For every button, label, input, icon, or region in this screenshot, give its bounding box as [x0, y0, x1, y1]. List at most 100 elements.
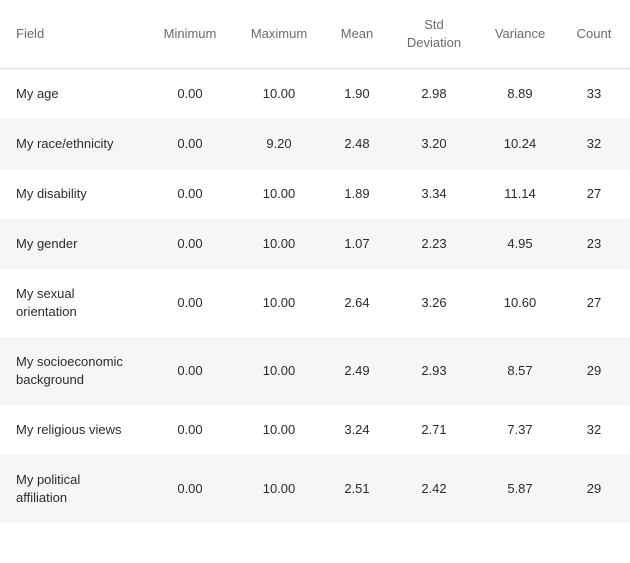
value-cell: 2.51 — [328, 455, 386, 523]
cell-value: 3.20 — [421, 136, 447, 151]
value-cell: 0.00 — [150, 119, 230, 169]
cell-value: 3.34 — [421, 186, 447, 201]
value-cell: 10.00 — [230, 269, 328, 337]
value-cell: 3.34 — [386, 169, 482, 219]
cell-value: 32 — [586, 136, 602, 151]
value-cell: 27 — [558, 269, 630, 337]
field-cell: My religious views — [0, 405, 150, 455]
cell-value: 2.93 — [421, 363, 447, 378]
value-cell: 4.95 — [482, 219, 558, 269]
cell-value: 27 — [586, 186, 602, 201]
value-cell: 7.37 — [482, 405, 558, 455]
cell-value: 3.24 — [344, 422, 370, 437]
cell-value: 33 — [586, 86, 602, 101]
cell-value: 0.00 — [177, 363, 203, 378]
value-cell: 11.14 — [482, 169, 558, 219]
field-name: My sexual orientation — [16, 286, 77, 319]
value-cell: 10.00 — [230, 455, 328, 523]
column-header-text: Count — [576, 26, 612, 41]
cell-value: 2.49 — [344, 363, 370, 378]
value-cell: 0.00 — [150, 405, 230, 455]
column-header-text: Field — [16, 26, 45, 41]
column-header-text: Mean — [340, 26, 374, 41]
value-cell: 23 — [558, 219, 630, 269]
cell-value: 9.20 — [266, 136, 292, 151]
table-row: My religious views 0.00 10.00 3.24 2.71 7.37 3… — [0, 405, 630, 455]
value-cell: 10.00 — [230, 337, 328, 405]
value-cell: 10.24 — [482, 119, 558, 169]
cell-value: 10.00 — [262, 236, 296, 251]
column-header: Variance — [482, 0, 558, 69]
field-name: My disability — [16, 186, 87, 201]
value-cell: 2.23 — [386, 219, 482, 269]
cell-value: 0.00 — [177, 295, 203, 310]
cell-value: 2.71 — [421, 422, 447, 437]
value-cell: 2.93 — [386, 337, 482, 405]
cell-value: 1.07 — [344, 236, 370, 251]
value-cell: 29 — [558, 455, 630, 523]
value-cell: 32 — [558, 119, 630, 169]
cell-value: 27 — [586, 295, 602, 310]
cell-value: 3.26 — [421, 295, 447, 310]
value-cell: 1.90 — [328, 69, 386, 120]
field-cell: My race/ethnicity — [0, 119, 150, 169]
value-cell: 33 — [558, 69, 630, 120]
table-row: My political affiliation 0.00 10.00 2.51 2.4… — [0, 455, 630, 523]
column-header-text: Std Deviation — [406, 17, 462, 50]
value-cell: 8.57 — [482, 337, 558, 405]
table-row: My socioeconomic background 0.00 10.00 2.49… — [0, 337, 630, 405]
cell-value: 23 — [586, 236, 602, 251]
table-row: My gender 0.00 10.00 1.07 2.23 4.95 23 — [0, 219, 630, 269]
value-cell: 10.00 — [230, 69, 328, 120]
cell-value: 2.51 — [344, 481, 370, 496]
cell-value: 8.57 — [507, 363, 533, 378]
cell-value: 10.24 — [503, 136, 537, 151]
cell-value: 5.87 — [507, 481, 533, 496]
field-cell: My socioeconomic background — [0, 337, 150, 405]
value-cell: 3.24 — [328, 405, 386, 455]
value-cell: 2.48 — [328, 119, 386, 169]
table-row: My sexual orientation 0.00 10.00 2.64 3.26 10… — [0, 269, 630, 337]
column-header: Mean — [328, 0, 386, 69]
cell-value: 10.60 — [503, 295, 537, 310]
field-name: My religious views — [16, 422, 122, 437]
cell-value: 2.98 — [421, 86, 447, 101]
cell-value: 29 — [586, 481, 602, 496]
cell-value: 29 — [586, 363, 602, 378]
value-cell: 10.00 — [230, 169, 328, 219]
cell-value: 0.00 — [177, 422, 203, 437]
table-row: My age 0.00 10.00 1.90 2.98 8.89 33 — [0, 69, 630, 120]
cell-value: 11.14 — [504, 186, 536, 201]
column-header-text: Minimum — [163, 26, 217, 41]
value-cell: 2.71 — [386, 405, 482, 455]
value-cell: 0.00 — [150, 269, 230, 337]
cell-value: 10.00 — [262, 422, 296, 437]
cell-value: 1.89 — [344, 186, 370, 201]
value-cell: 32 — [558, 405, 630, 455]
cell-value: 0.00 — [177, 86, 203, 101]
column-header: Field — [0, 0, 150, 69]
cell-value: 4.95 — [507, 236, 533, 251]
cell-value: 32 — [586, 422, 602, 437]
value-cell: 1.07 — [328, 219, 386, 269]
value-cell: 2.64 — [328, 269, 386, 337]
value-cell: 2.98 — [386, 69, 482, 120]
value-cell: 0.00 — [150, 455, 230, 523]
field-name: My age — [16, 86, 59, 101]
field-cell: My political affiliation — [0, 455, 150, 523]
table-body: My age 0.00 10.00 1.90 2.98 8.89 33 My race/eth… — [0, 69, 630, 523]
value-cell: 2.42 — [386, 455, 482, 523]
cell-value: 2.64 — [344, 295, 370, 310]
field-name: My race/ethnicity — [16, 136, 114, 151]
cell-value: 10.00 — [262, 481, 296, 496]
value-cell: 0.00 — [150, 169, 230, 219]
stats-table: Field Minimum Maximum Mean Std Deviation Vari… — [0, 0, 630, 523]
cell-value: 8.89 — [507, 86, 533, 101]
value-cell: 3.20 — [386, 119, 482, 169]
cell-value: 0.00 — [177, 236, 203, 251]
column-header: Minimum — [150, 0, 230, 69]
cell-value: 0.00 — [177, 136, 203, 151]
field-name: My socioeconomic background — [16, 354, 123, 387]
cell-value: 10.00 — [262, 186, 296, 201]
value-cell: 0.00 — [150, 69, 230, 120]
